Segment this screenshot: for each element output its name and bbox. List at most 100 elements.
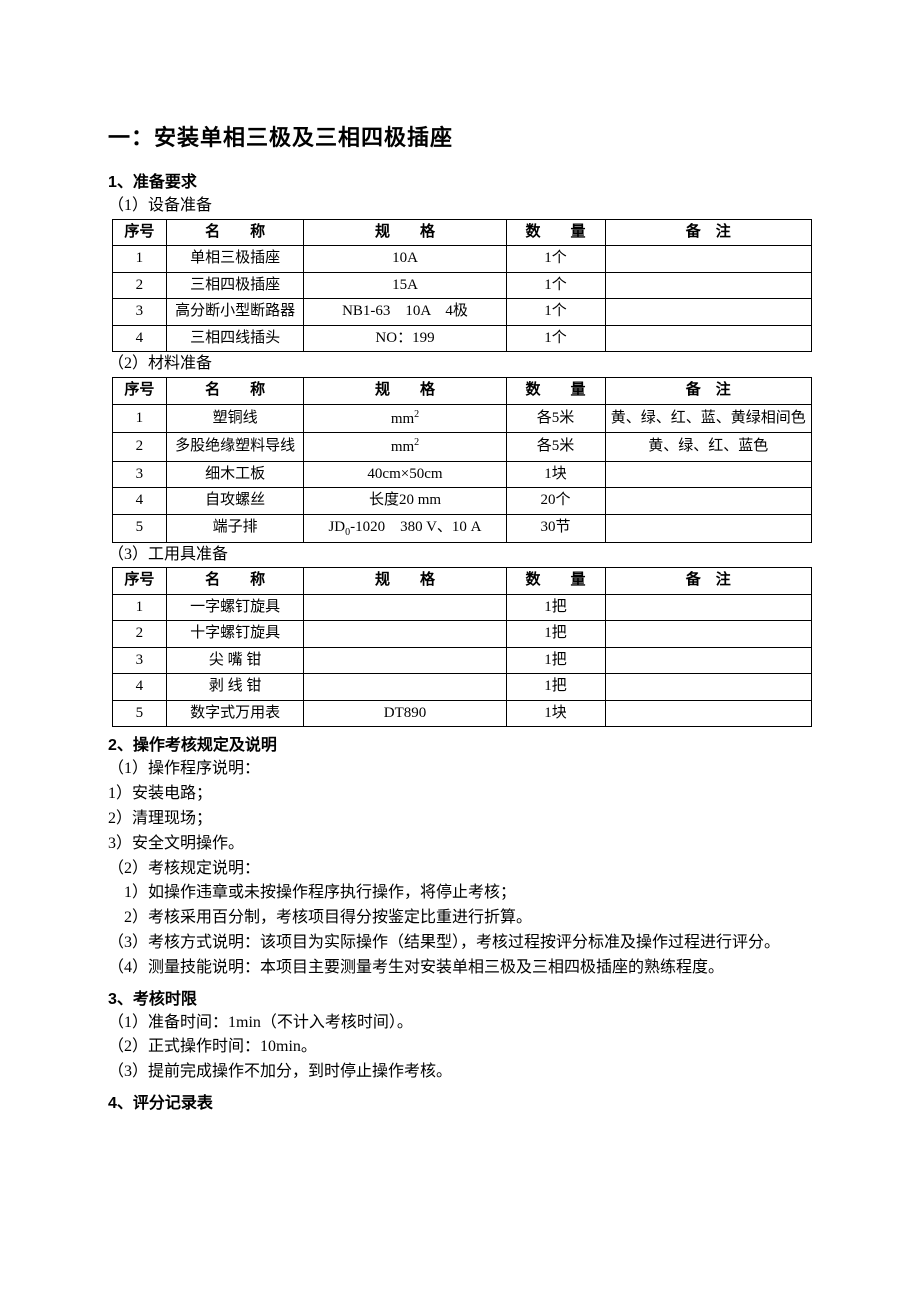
cell-idx: 3 [113,461,167,488]
section-heading-scoring: 4、评分记录表 [108,1089,812,1113]
operate-line: （4）测量技能说明：本项目主要测量考生对安装单相三极及三相四极插座的熟练程度。 [108,956,812,981]
cell-note [605,325,812,352]
subheading-equip: （1）设备准备 [108,194,812,219]
cell-idx: 1 [113,246,167,273]
th-note: 备 注 [605,568,812,595]
cell-qty: 1个 [506,299,605,326]
cell-note [605,647,812,674]
cell-name: 细木工板 [166,461,304,488]
subheading-tools: （3）工用具准备 [108,543,812,568]
table-row: 3 尖 嘴 钳 1把 [113,647,812,674]
th-qty: 数 量 [506,219,605,246]
timelimit-line: （2）正式操作时间：10min。 [108,1035,812,1060]
table-row: 5 数字式万用表 DT890 1块 [113,700,812,727]
cell-idx: 5 [113,514,167,542]
cell-spec: NO：199 [304,325,506,352]
document-page: 一：安装单相三极及三相四极插座 1、准备要求 （1）设备准备 序号 名 称 规 … [0,0,920,1302]
cell-name: 端子排 [166,514,304,542]
table-row: 3 高分断小型断路器 NB1-63 10A 4极 1个 [113,299,812,326]
cell-note [605,514,812,542]
cell-qty: 1个 [506,246,605,273]
page-title: 一：安装单相三极及三相四极插座 [108,120,812,152]
th-note: 备 注 [605,378,812,405]
cell-note: 黄、绿、红、蓝、黄绿相间色 [605,404,812,433]
cell-qty: 1块 [506,700,605,727]
table-row: 3 细木工板 40cm×50cm 1块 [113,461,812,488]
table-row: 4 剥 线 钳 1把 [113,674,812,701]
th-spec: 规 格 [304,378,506,405]
cell-idx: 4 [113,325,167,352]
th-name: 名 称 [166,378,304,405]
cell-spec [304,594,506,621]
cell-name: 单相三极插座 [166,246,304,273]
operate-line: （1）操作程序说明： [108,757,812,782]
cell-idx: 2 [113,621,167,648]
cell-qty: 30节 [506,514,605,542]
cell-name: 塑铜线 [166,404,304,433]
cell-idx: 2 [113,272,167,299]
cell-idx: 3 [113,647,167,674]
table-row: 4 自攻螺丝 长度20 mm 20个 [113,488,812,515]
cell-spec [304,621,506,648]
operate-line: （2）考核规定说明： [108,857,812,882]
table-header-row: 序号 名 称 规 格 数 量 备 注 [113,378,812,405]
cell-qty: 1块 [506,461,605,488]
cell-qty: 1个 [506,272,605,299]
cell-note [605,299,812,326]
tools-table: 序号 名 称 规 格 数 量 备 注 1 一字螺钉旋具 1把 2 十字螺钉旋具 … [112,567,812,727]
cell-note [605,461,812,488]
cell-spec: mm2 [304,404,506,433]
cell-note [605,272,812,299]
cell-spec: DT890 [304,700,506,727]
material-table: 序号 名 称 规 格 数 量 备 注 1 塑铜线 mm2 各5米 黄、绿、红、蓝… [112,377,812,543]
operate-line: 2）清理现场； [108,807,812,832]
operate-line: （3）考核方式说明：该项目为实际操作（结果型），考核过程按评分标准及操作过程进行… [108,931,812,956]
cell-spec: JD0-1020 380 V、10 A [304,514,506,542]
section-heading-operate: 2、操作考核规定及说明 [108,731,812,755]
table-header-row: 序号 名 称 规 格 数 量 备 注 [113,219,812,246]
cell-note [605,700,812,727]
section-heading-prep: 1、准备要求 [108,168,812,192]
subheading-material: （2）材料准备 [108,352,812,377]
cell-note [605,621,812,648]
cell-spec: 15A [304,272,506,299]
timelimit-line: （3）提前完成操作不加分，到时停止操作考核。 [108,1060,812,1085]
cell-qty: 1个 [506,325,605,352]
cell-spec: 10A [304,246,506,273]
cell-note [605,594,812,621]
th-name: 名 称 [166,568,304,595]
th-idx: 序号 [113,219,167,246]
section-heading-timelimit: 3、考核时限 [108,985,812,1009]
cell-idx: 1 [113,594,167,621]
cell-qty: 1把 [506,674,605,701]
table-row: 1 塑铜线 mm2 各5米 黄、绿、红、蓝、黄绿相间色 [113,404,812,433]
operate-line: 1）安装电路； [108,782,812,807]
cell-qty: 20个 [506,488,605,515]
cell-idx: 5 [113,700,167,727]
cell-qty: 各5米 [506,404,605,433]
timelimit-line: （1）准备时间：1min（不计入考核时间）。 [108,1011,812,1036]
cell-spec: 40cm×50cm [304,461,506,488]
table-row: 5 端子排 JD0-1020 380 V、10 A 30节 [113,514,812,542]
th-idx: 序号 [113,378,167,405]
cell-spec: NB1-63 10A 4极 [304,299,506,326]
cell-name: 三相四极插座 [166,272,304,299]
table-row: 1 单相三极插座 10A 1个 [113,246,812,273]
th-spec: 规 格 [304,568,506,595]
cell-idx: 4 [113,488,167,515]
cell-spec: mm2 [304,433,506,462]
cell-note: 黄、绿、红、蓝色 [605,433,812,462]
cell-qty: 1把 [506,647,605,674]
cell-qty: 各5米 [506,433,605,462]
cell-idx: 3 [113,299,167,326]
th-idx: 序号 [113,568,167,595]
table-row: 4 三相四线插头 NO：199 1个 [113,325,812,352]
cell-note [605,246,812,273]
table-header-row: 序号 名 称 规 格 数 量 备 注 [113,568,812,595]
cell-spec [304,674,506,701]
cell-name: 高分断小型断路器 [166,299,304,326]
th-note: 备 注 [605,219,812,246]
cell-name: 一字螺钉旋具 [166,594,304,621]
cell-idx: 4 [113,674,167,701]
cell-spec [304,647,506,674]
